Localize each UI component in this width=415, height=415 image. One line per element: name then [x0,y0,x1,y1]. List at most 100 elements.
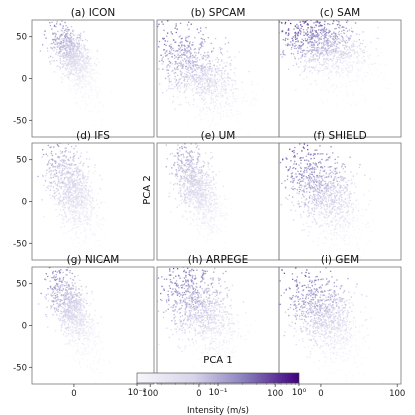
scatter-point [54,183,57,185]
scatter-point [201,80,203,83]
scatter-point [203,88,205,91]
scatter-point [210,97,213,99]
scatter-point [69,46,71,49]
scatter-point [50,134,51,135]
y-tick-label: 50 [16,33,27,43]
scatter-point [72,218,74,220]
scatter-point [319,3,320,4]
scatter-point [197,238,199,240]
scatter-point [317,73,319,75]
scatter-point [185,49,187,52]
scatter-point [215,210,217,212]
scatter-point [67,193,70,196]
scatter-point [74,62,76,64]
scatter-point [76,187,79,189]
scatter-point [194,194,196,197]
scatter-point [315,51,317,53]
scatter-point [352,92,354,94]
scatter-point [58,139,59,140]
scatter-point [64,57,66,59]
scatter-point [333,42,335,44]
scatter-point [358,39,361,41]
scatter-point [88,256,91,259]
scatter-point [186,56,188,58]
scatter-point [63,56,65,58]
scatter-point [203,217,205,219]
scatter-point [69,188,72,190]
scatter-point [71,68,73,70]
scatter-point [60,152,62,155]
scatter-point [202,65,204,67]
scatter-point [62,181,64,183]
scatter-point [313,22,315,24]
scatter-point [327,57,329,60]
scatter-point [57,46,59,48]
scatter-point [75,186,77,188]
scatter-point [79,169,82,171]
scatter-point [205,113,207,116]
scatter-point [222,67,224,69]
scatter-point [207,120,210,122]
scatter-point [202,63,204,65]
scatter-point [196,216,199,219]
scatter-point [48,181,51,183]
scatter-point [208,87,211,89]
scatter-point [210,225,212,227]
scatter-point [80,223,82,225]
scatter-point [77,56,80,58]
scatter-point [64,166,66,168]
scatter-point [73,184,75,187]
scatter-point [296,23,298,26]
scatter-point [193,99,195,101]
scatter-point [72,30,74,33]
scatter-point [217,90,219,93]
scatter-point [335,45,338,47]
scatter-point [65,201,67,203]
scatter-point [70,91,72,93]
scatter-point [205,73,207,76]
scatter-point [211,67,213,70]
scatter-point [97,193,99,195]
scatter-point [184,67,187,70]
scatter-point [77,168,79,170]
scatter-point [242,89,244,91]
scatter-point [336,50,338,52]
scatter-point [73,42,75,44]
scatter-point [68,51,71,53]
scatter-point [213,85,215,87]
scatter-point [177,54,179,57]
scatter-point [304,38,306,40]
scatter-point [209,220,212,222]
scatter-point [177,81,180,84]
scatter-point [66,191,68,193]
scatter-point [84,220,86,222]
scatter-point [83,192,86,194]
scatter-point [245,100,247,102]
scatter-point [322,34,324,37]
scatter-point [192,76,194,78]
scatter-point [95,89,97,91]
scatter-point [78,204,80,207]
scatter-point [304,60,306,62]
scatter-point [185,101,188,104]
scatter-point [213,231,215,234]
scatter-point [322,43,325,45]
scatter-point [312,46,314,48]
scatter-point [90,76,92,78]
scatter-point [59,23,61,25]
scatter-point [55,191,57,193]
scatter-point [317,44,319,46]
scatter-point [79,80,81,82]
scatter-point [263,166,264,167]
scatter-point [49,167,51,169]
scatter-point [192,94,195,96]
scatter-point [57,199,59,201]
scatter-point [75,67,77,69]
scatter-point [66,186,68,188]
scatter-point [217,70,219,72]
scatter-point [64,147,66,149]
scatter-point [185,36,187,38]
scatter-point [185,62,187,64]
scatter-point [161,63,163,65]
